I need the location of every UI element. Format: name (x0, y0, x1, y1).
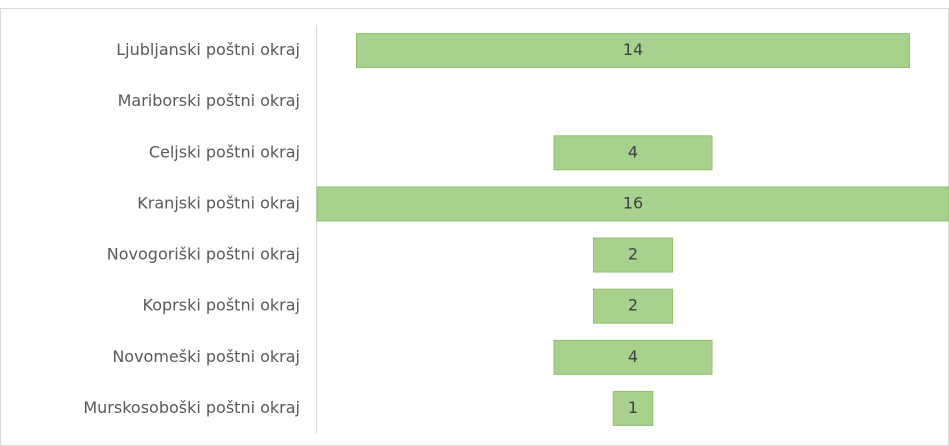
data-label: 4 (628, 142, 638, 161)
category-label: Mariborski poštni okraj (118, 91, 300, 110)
data-label: 14 (623, 40, 643, 59)
category-label: Ljubljanski poštni okraj (116, 40, 300, 59)
data-label: 4 (628, 347, 638, 366)
bar (593, 288, 673, 324)
data-label: 16 (623, 193, 643, 212)
category-label: Novomeški poštni okraj (112, 347, 300, 366)
category-label: Celjski poštni okraj (149, 142, 300, 161)
bar (553, 135, 713, 171)
data-label: 2 (628, 245, 638, 264)
bar (356, 33, 910, 69)
data-label: 2 (628, 296, 638, 315)
bar (593, 237, 673, 273)
category-label: Kranjski poštni okraj (137, 193, 300, 212)
category-label: Koprski poštni okraj (143, 296, 300, 315)
bar (316, 186, 949, 222)
bar (612, 390, 654, 426)
bar (553, 339, 713, 375)
category-label: Novogoriški poštni okraj (107, 245, 300, 264)
category-label: Murskosoboški poštni okraj (83, 398, 300, 417)
chart-border (0, 8, 949, 446)
data-label: 1 (628, 398, 638, 417)
